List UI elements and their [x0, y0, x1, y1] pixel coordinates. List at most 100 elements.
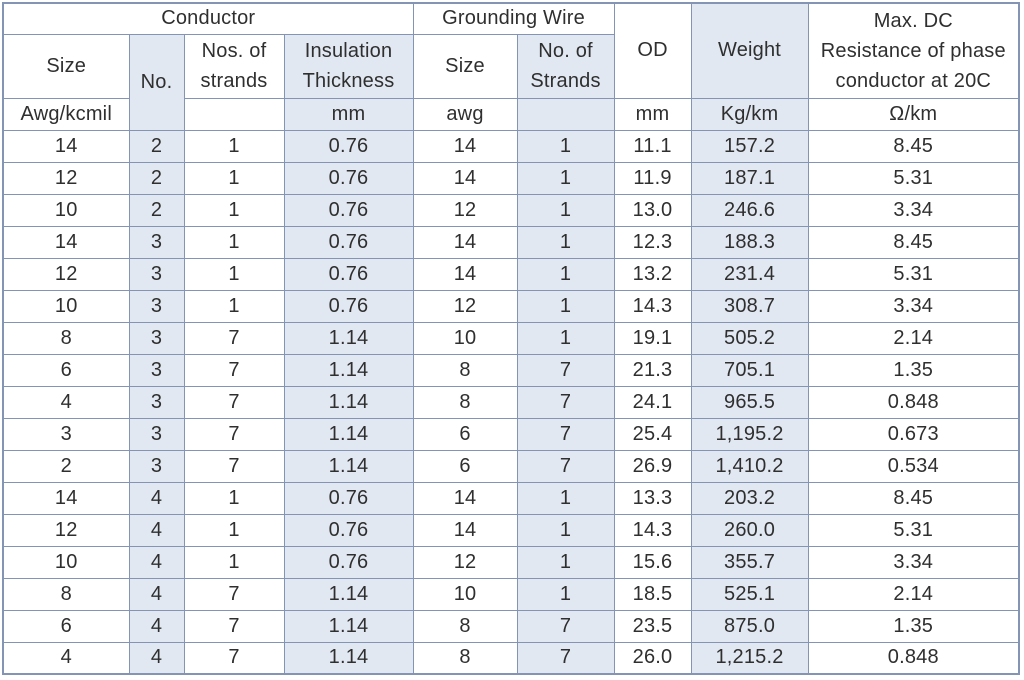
table-cell: 18.5 — [613, 577, 692, 611]
table-cell: 14 — [412, 257, 518, 291]
table-body: 14 2 1 0.76 14 1 11.1 157.2 8.45 12 2 1 0.76 14 1 11.9 1… — [2, 129, 1020, 675]
table-cell: 1,195.2 — [690, 417, 809, 451]
column-header-conductor-size: Size — [2, 33, 130, 99]
table-cell: 1 — [516, 193, 615, 227]
table-cell: 26.0 — [613, 641, 692, 675]
unit-grounding-size: awg — [412, 97, 518, 131]
table-cell: 8 — [412, 609, 518, 643]
unit-weight: Kg/km — [690, 97, 809, 131]
table-cell: 24.1 — [613, 385, 692, 419]
table-cell: 12 — [2, 513, 130, 547]
conductor-strands-line2: strands — [200, 70, 268, 92]
table-row: 10 4 1 0.76 12 1 15.6 355.7 3.34 — [2, 545, 1020, 579]
table-cell: 0.76 — [283, 513, 414, 547]
table-cell: 14 — [412, 161, 518, 195]
column-header-conductor-no: No. — [128, 33, 185, 131]
table-cell: 1 — [516, 321, 615, 355]
table-cell: 4 — [128, 577, 185, 611]
table-cell: 26.9 — [613, 449, 692, 483]
table-cell: 525.1 — [690, 577, 809, 611]
table-cell: 5.31 — [807, 161, 1020, 195]
column-header-grounding-strands: No. of Strands — [516, 33, 615, 99]
table-cell: 1 — [183, 513, 285, 547]
table-row: 6 3 7 1.14 8 7 21.3 705.1 1.35 — [2, 353, 1020, 387]
table-cell: 1 — [516, 289, 615, 323]
insulation-line1: Insulation — [304, 40, 393, 62]
table-cell: 965.5 — [690, 385, 809, 419]
unit-grounding-strands — [516, 97, 615, 131]
table-cell: 4 — [2, 385, 130, 419]
table-cell: 1 — [183, 161, 285, 195]
table-header: Conductor Grounding Wire OD Weight Max. … — [2, 2, 1020, 131]
table-cell: 260.0 — [690, 513, 809, 547]
table-cell: 12 — [2, 161, 130, 195]
table-cell: 10 — [412, 321, 518, 355]
table-cell: 3 — [128, 353, 185, 387]
table-cell: 246.6 — [690, 193, 809, 227]
table-cell: 13.2 — [613, 257, 692, 291]
table-cell: 1 — [183, 193, 285, 227]
table-cell: 3 — [128, 449, 185, 483]
table-cell: 10 — [2, 193, 130, 227]
table-cell: 8.45 — [807, 129, 1020, 163]
table-cell: 505.2 — [690, 321, 809, 355]
group-header-conductor: Conductor — [2, 2, 414, 35]
column-header-grounding-size: Size — [412, 33, 518, 99]
table-cell: 3.34 — [807, 545, 1020, 579]
table-cell: 13.3 — [613, 481, 692, 515]
table-row: 10 2 1 0.76 12 1 13.0 246.6 3.34 — [2, 193, 1020, 227]
unit-od: mm — [613, 97, 692, 131]
table-cell: 1 — [516, 481, 615, 515]
table-cell: 14 — [412, 481, 518, 515]
table-cell: 7 — [183, 321, 285, 355]
table-row: 12 2 1 0.76 14 1 11.9 187.1 5.31 — [2, 161, 1020, 195]
table-cell: 3.34 — [807, 289, 1020, 323]
table-cell: 12 — [412, 289, 518, 323]
table-cell: 2.14 — [807, 577, 1020, 611]
table-cell: 8 — [2, 321, 130, 355]
table-cell: 1 — [183, 225, 285, 259]
table-cell: 7 — [183, 449, 285, 483]
table-cell: 3 — [2, 417, 130, 451]
table-cell: 1 — [516, 577, 615, 611]
table-cell: 6 — [2, 609, 130, 643]
table-row: 6 4 7 1.14 8 7 23.5 875.0 1.35 — [2, 609, 1020, 643]
table-cell: 3 — [128, 385, 185, 419]
table-cell: 1 — [516, 129, 615, 163]
table-cell: 1 — [183, 545, 285, 579]
table-cell: 4 — [128, 609, 185, 643]
table-cell: 4 — [128, 545, 185, 579]
column-header-od: OD — [613, 2, 692, 99]
table-cell: 0.534 — [807, 449, 1020, 483]
column-header-conductor-strands: Nos. of strands — [183, 33, 285, 99]
table-cell: 7 — [516, 353, 615, 387]
table-cell: 1.35 — [807, 353, 1020, 387]
table-cell: 14 — [2, 481, 130, 515]
table-cell: 4 — [128, 641, 185, 675]
table-cell: 0.76 — [283, 257, 414, 291]
table-row: 4 3 7 1.14 8 7 24.1 965.5 0.848 — [2, 385, 1020, 419]
table-cell: 11.9 — [613, 161, 692, 195]
table-cell: 8.45 — [807, 225, 1020, 259]
insulation-line2: Thickness — [302, 70, 395, 92]
table-cell: 14.3 — [613, 513, 692, 547]
table-cell: 15.6 — [613, 545, 692, 579]
table-cell: 4 — [128, 481, 185, 515]
table-cell: 3 — [128, 321, 185, 355]
table-cell: 25.4 — [613, 417, 692, 451]
table-cell: 7 — [183, 577, 285, 611]
table-cell: 2.14 — [807, 321, 1020, 355]
table-cell: 12 — [412, 545, 518, 579]
table-cell: 2 — [128, 193, 185, 227]
table-cell: 1 — [183, 289, 285, 323]
column-header-weight: Weight — [690, 2, 809, 99]
table-row: 12 4 1 0.76 14 1 14.3 260.0 5.31 — [2, 513, 1020, 547]
table-cell: 5.31 — [807, 257, 1020, 291]
table-cell: 1.14 — [283, 449, 414, 483]
table-cell: 7 — [516, 385, 615, 419]
table-row: 10 3 1 0.76 12 1 14.3 308.7 3.34 — [2, 289, 1020, 323]
resistance-header-line1: Max. DC — [873, 9, 953, 32]
table-cell: 1.14 — [283, 353, 414, 387]
table-cell: 13.0 — [613, 193, 692, 227]
